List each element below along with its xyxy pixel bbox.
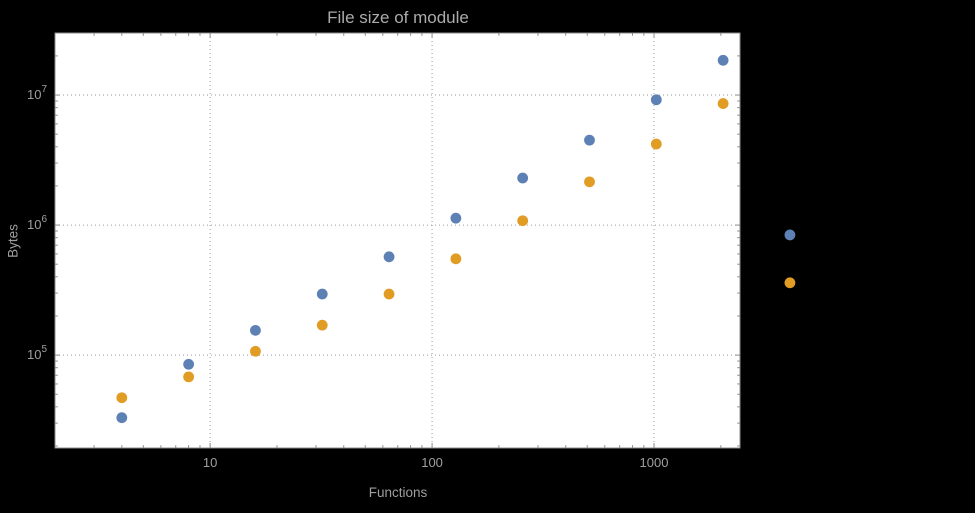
data-point-series-orange — [250, 345, 261, 357]
x-tick-label: 1000 — [640, 455, 669, 470]
data-point-series-orange — [517, 215, 529, 227]
chart-title: File size of module — [327, 8, 469, 27]
data-point-series-blue — [250, 324, 261, 336]
data-point-series-blue — [383, 251, 395, 263]
data-point-series-orange — [383, 288, 395, 300]
data-point-series-blue — [183, 358, 195, 370]
x-tick-label: 100 — [421, 455, 443, 470]
data-point-series-orange — [316, 319, 328, 331]
plot-frame — [54, 32, 741, 449]
data-point-series-orange — [784, 277, 796, 289]
data-point-series-orange — [584, 176, 595, 188]
plot-panel — [55, 33, 740, 448]
data-point-series-blue — [450, 212, 462, 224]
data-point-series-blue — [650, 94, 662, 106]
data-point-series-orange — [183, 371, 195, 383]
data-point-series-blue — [517, 172, 529, 184]
data-point-series-blue — [316, 288, 328, 300]
x-axis-label: Functions — [368, 485, 428, 500]
data-point-series-blue — [784, 229, 796, 241]
y-axis-label: Bytes — [5, 224, 21, 258]
data-point-series-orange — [650, 138, 662, 150]
data-point-series-blue — [584, 134, 595, 146]
data-point-series-blue — [717, 54, 729, 66]
data-point-series-orange — [116, 392, 128, 404]
x-tick-label: 10 — [203, 455, 217, 470]
y-tick-label: 105 — [27, 344, 47, 362]
data-point-series-orange — [717, 98, 729, 109]
y-tick-label: 106 — [27, 214, 47, 232]
y-tick-label: 107 — [27, 84, 47, 102]
data-point-series-orange — [450, 253, 462, 265]
data-point-series-blue — [116, 412, 128, 424]
